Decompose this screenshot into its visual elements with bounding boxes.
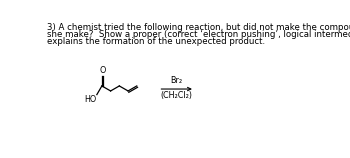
Text: O: O: [99, 66, 106, 75]
Text: HO: HO: [84, 95, 96, 104]
Text: explains the formation of the unexpected product.: explains the formation of the unexpected…: [47, 37, 265, 46]
Text: (CH₂Cl₂): (CH₂Cl₂): [161, 91, 192, 100]
Text: Br₂: Br₂: [170, 76, 183, 85]
Text: 3) A chemist tried the following reaction, but did not make the compound she exp: 3) A chemist tried the following reactio…: [47, 23, 350, 32]
Text: she make?  Show a proper (correct ‘electron pushing’, logical intermediates, etc: she make? Show a proper (correct ‘electr…: [47, 30, 350, 39]
